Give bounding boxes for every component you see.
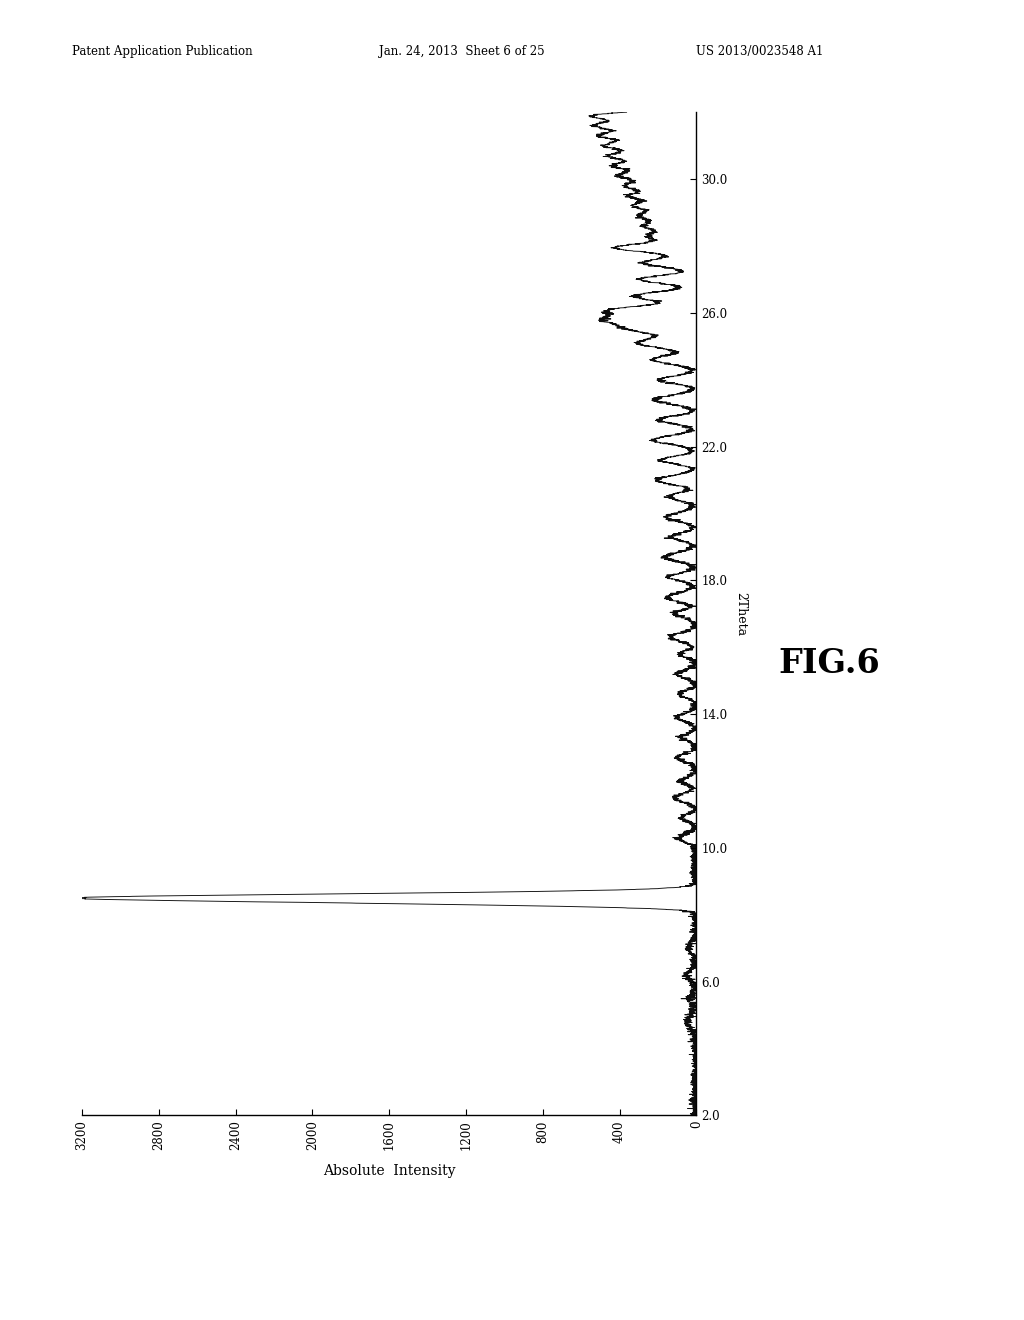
Y-axis label: 2Theta: 2Theta [734,591,746,636]
X-axis label: Absolute  Intensity: Absolute Intensity [323,1164,456,1177]
Text: FIG.6: FIG.6 [778,647,880,680]
Text: US 2013/0023548 A1: US 2013/0023548 A1 [696,45,823,58]
Text: Patent Application Publication: Patent Application Publication [72,45,252,58]
Text: Jan. 24, 2013  Sheet 6 of 25: Jan. 24, 2013 Sheet 6 of 25 [379,45,545,58]
